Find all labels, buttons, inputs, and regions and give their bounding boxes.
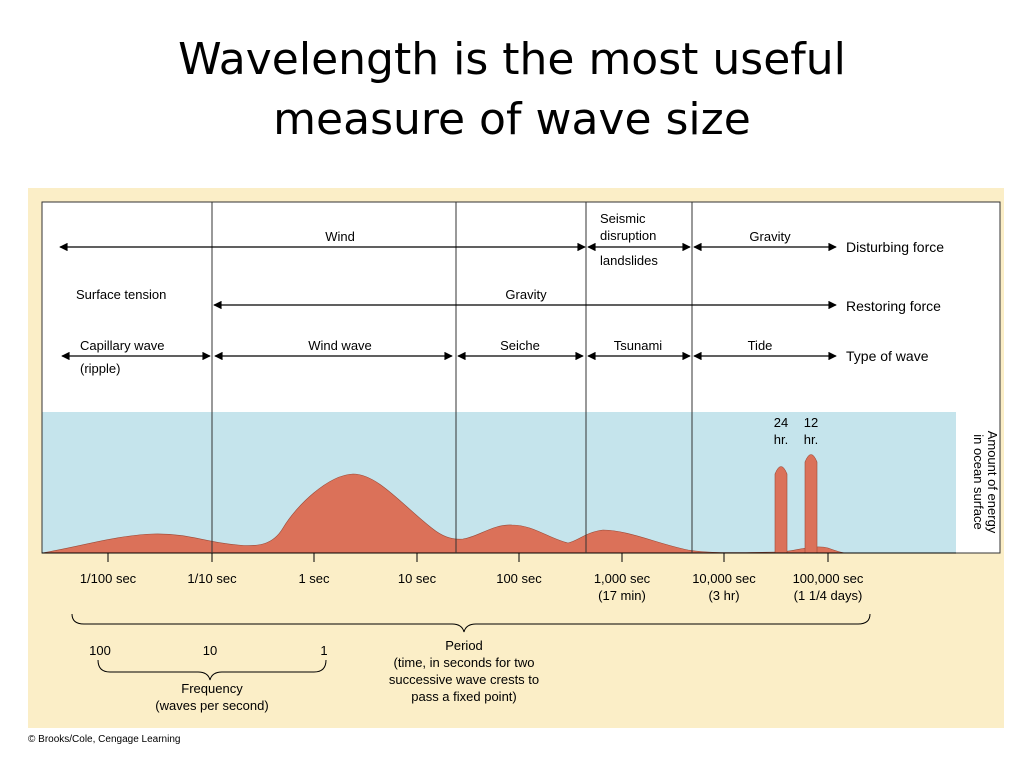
tide-24hr-spike: [774, 466, 788, 554]
tide-12hr-spike: [804, 454, 818, 554]
tide-24hr-unit: hr.: [774, 432, 788, 447]
seiche-label: Seiche: [500, 338, 540, 353]
period-tick-label: 10 sec: [398, 571, 437, 586]
period-tick-label: 1,000 sec: [594, 571, 651, 586]
seismic-label-1: Seismic: [600, 211, 646, 226]
title-line-2: measure of wave size: [273, 94, 751, 145]
period-tick-label: 100 sec: [496, 571, 542, 586]
period-tick-sublabel: (17 min): [598, 588, 646, 603]
wind-wave-label: Wind wave: [308, 338, 372, 353]
tide-12hr-unit: hr.: [804, 432, 818, 447]
tide-12hr-number: 12: [804, 415, 818, 430]
wave-spectrum-figure: Wind Seismic disruption landslides Gravi…: [28, 188, 1004, 728]
tsunami-label: Tsunami: [614, 338, 663, 353]
seismic-label-2: disruption: [600, 228, 656, 243]
period-tick-label: 1/100 sec: [80, 571, 137, 586]
restoring-force-row-label: Restoring force: [846, 298, 941, 314]
period-desc-1: (time, in seconds for two: [394, 655, 535, 670]
energy-curve: [41, 473, 847, 554]
wave-spectrum-diagram: Wind Seismic disruption landslides Gravi…: [41, 201, 1001, 713]
tide-24hr-number: 24: [774, 415, 788, 430]
period-tick-sublabel: (1 1/4 days): [794, 588, 863, 603]
period-tick-label: 10,000 sec: [692, 571, 756, 586]
energy-axis-label-1: Amount of energy: [985, 431, 1000, 534]
frequency-label: Frequency: [181, 681, 243, 696]
title-line-1: Wavelength is the most useful: [178, 34, 846, 85]
tide-label: Tide: [748, 338, 773, 353]
period-label: Period: [445, 638, 483, 653]
period-tick-label: 1 sec: [298, 571, 330, 586]
gravity-force-label: Gravity: [749, 229, 791, 244]
period-brace: [71, 613, 871, 633]
ripple-label: (ripple): [80, 361, 120, 376]
capillary-wave-label: Capillary wave: [80, 338, 165, 353]
type-of-wave-row-label: Type of wave: [846, 348, 929, 364]
disturbing-force-row-label: Disturbing force: [846, 239, 944, 255]
surface-tension-label: Surface tension: [76, 287, 166, 302]
restoring-gravity-label: Gravity: [505, 287, 547, 302]
period-tick-label: 1/10 sec: [187, 571, 237, 586]
frequency-brace: [97, 659, 327, 681]
frequency-tick-label: 10: [203, 643, 217, 658]
landslides-label: landslides: [600, 253, 658, 268]
period-tick-sublabel: (3 hr): [708, 588, 739, 603]
frequency-tick-label: 1: [320, 643, 327, 658]
energy-axis-panel: [956, 412, 1000, 553]
frequency-desc: (waves per second): [155, 698, 268, 713]
copyright-credit: © Brooks/Cole, Cengage Learning: [28, 734, 181, 745]
period-tick-label: 100,000 sec: [793, 571, 864, 586]
period-desc-3: pass a fixed point): [411, 689, 517, 704]
energy-axis-label-2: in ocean surface: [971, 434, 986, 529]
slide-title: Wavelength is the most useful measure of…: [0, 30, 1024, 150]
wind-force-label: Wind: [325, 229, 355, 244]
period-desc-2: successive wave crests to: [389, 672, 539, 687]
frequency-tick-label: 100: [89, 643, 111, 658]
